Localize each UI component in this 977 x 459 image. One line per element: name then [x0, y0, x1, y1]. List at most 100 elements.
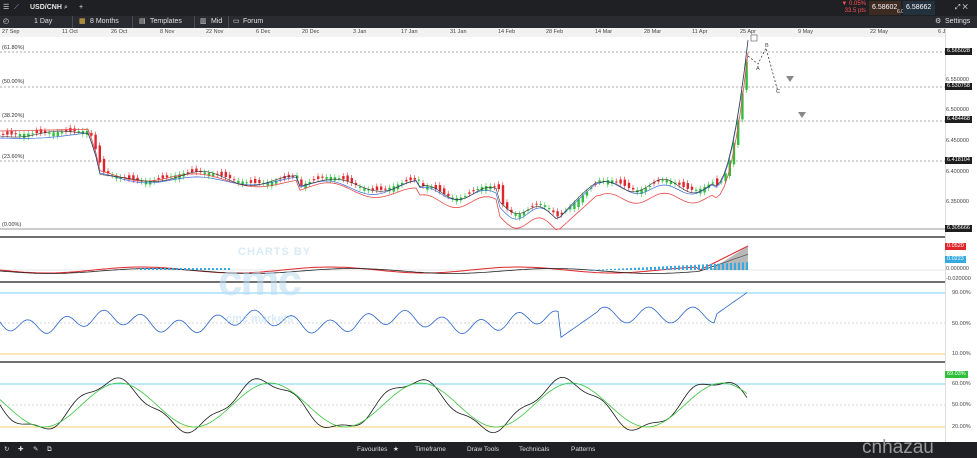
candle-body	[6, 131, 9, 135]
macd-bar	[212, 268, 214, 270]
star-icon[interactable]: ★	[393, 446, 399, 453]
candle-body	[186, 172, 190, 174]
macd-bar	[224, 268, 226, 270]
layers-icon[interactable]: ⧉	[47, 446, 52, 453]
macd-bar	[658, 266, 660, 270]
draw-tools-button[interactable]: Draw Tools	[467, 446, 500, 453]
macd-signal-tag: 0.0223	[945, 256, 966, 263]
interval-select[interactable]: 1 Day	[34, 18, 53, 25]
time-tick: 17 Jan	[401, 29, 418, 35]
crosshair-icon[interactable]: ✚	[18, 446, 24, 453]
price-type-select[interactable]: Mid	[211, 18, 223, 25]
macd-bar	[698, 264, 700, 270]
add-tab-button[interactable]: +	[79, 4, 84, 11]
macd-bar	[164, 268, 166, 270]
candle-body	[426, 186, 429, 190]
wave-label-b: B	[765, 43, 769, 49]
technicals-button[interactable]: Technicals	[519, 446, 550, 453]
macd-bar	[148, 268, 150, 270]
macd-bar	[598, 269, 600, 271]
price-tick: 6.450000	[946, 138, 969, 144]
sell-price-button[interactable]: 6.58602	[869, 1, 901, 15]
candle-body	[560, 212, 563, 215]
bottom-bar: ↻ ✚ ✎ ⧉ Favourites ★ Timeframe Draw Tool…	[0, 442, 977, 458]
candle-body	[447, 193, 450, 197]
candle-body	[724, 173, 727, 182]
time-tick: 8 Nov	[160, 29, 175, 35]
templates-icon: ▤	[139, 18, 146, 25]
refresh-icon[interactable]: ↻	[4, 446, 10, 453]
macd-bar	[160, 268, 162, 270]
candle-body	[56, 132, 59, 137]
calendar-icon: ▦	[79, 18, 86, 25]
gear-icon[interactable]: ⚙	[935, 18, 942, 25]
candle-body	[94, 134, 97, 150]
settings-button[interactable]: Settings	[945, 18, 971, 25]
candle-body	[224, 171, 227, 178]
candle-body	[741, 93, 744, 120]
toolbar-divider	[228, 16, 229, 28]
buy-price-button[interactable]: 6.58662	[903, 1, 935, 15]
candle-body	[60, 131, 64, 134]
macd-bar	[168, 268, 170, 270]
candle-body	[682, 181, 685, 188]
time-tick: 14 Mar	[595, 29, 613, 35]
forum-button[interactable]: Forum	[243, 18, 264, 25]
price-tick: 6.500000	[946, 107, 969, 113]
moving-average-black	[0, 39, 749, 219]
candle-body	[619, 179, 622, 184]
candle-body	[388, 187, 391, 192]
candle-body	[661, 180, 664, 182]
candle-body	[493, 186, 496, 188]
macd-bar	[738, 262, 740, 270]
menu-icon[interactable]: ☰	[3, 4, 10, 11]
candle-body	[77, 131, 80, 133]
favourites-button[interactable]: Favourites	[357, 446, 388, 453]
toolbar-divider	[72, 16, 73, 28]
timeframe-button[interactable]: Timeframe	[415, 446, 446, 453]
candle-body	[317, 176, 320, 179]
candle-body	[716, 178, 719, 185]
macd-bar	[686, 265, 688, 270]
wave-projection	[747, 47, 779, 93]
candle-body	[543, 205, 547, 207]
candle-body	[430, 187, 433, 189]
macd-bar	[646, 267, 648, 270]
candle-body	[686, 183, 689, 189]
search-icon[interactable]: ⌕	[64, 4, 68, 11]
candle-body	[539, 203, 542, 205]
candle-body	[174, 175, 177, 180]
symbol-tab[interactable]: USD/CNH	[30, 4, 62, 11]
candle-body	[711, 182, 715, 184]
pencil-icon[interactable]: ✎	[33, 446, 39, 453]
fib-price-tag: 6.305666	[945, 225, 972, 232]
macd-bar	[642, 267, 644, 270]
time-tick: 14 Feb	[498, 29, 516, 35]
spread-value: 6.0	[897, 9, 904, 15]
candle-body	[518, 214, 521, 218]
candle-body	[157, 177, 160, 180]
candle-body	[136, 177, 139, 181]
candle-body	[644, 187, 647, 192]
patterns-button[interactable]: Patterns	[571, 446, 596, 453]
stoch-tag: 69.03%	[945, 371, 968, 378]
candle-body	[745, 61, 748, 90]
candle-body	[434, 185, 437, 190]
candle-body	[220, 171, 223, 176]
toolbar-divider	[194, 16, 195, 28]
stoch-d-line	[0, 382, 748, 428]
candle-body	[674, 182, 677, 184]
window-controls[interactable]: ⤢ ✕	[955, 4, 968, 11]
candle-body	[695, 189, 698, 191]
moving-average-blue	[0, 40, 749, 220]
candle-body	[262, 182, 265, 184]
range-select[interactable]: 8 Months	[90, 18, 119, 25]
candle-body	[296, 175, 299, 179]
macd-bar	[726, 263, 728, 270]
chart-toolbar: ◴ 1 Day ▦ 8 Months ▤ Templates ▥ Mid ▭ F…	[0, 16, 977, 28]
templates-button[interactable]: Templates	[150, 18, 182, 25]
macd-bar	[730, 263, 732, 270]
price-tick: 6.350000	[946, 199, 969, 205]
candle-body	[468, 192, 471, 194]
